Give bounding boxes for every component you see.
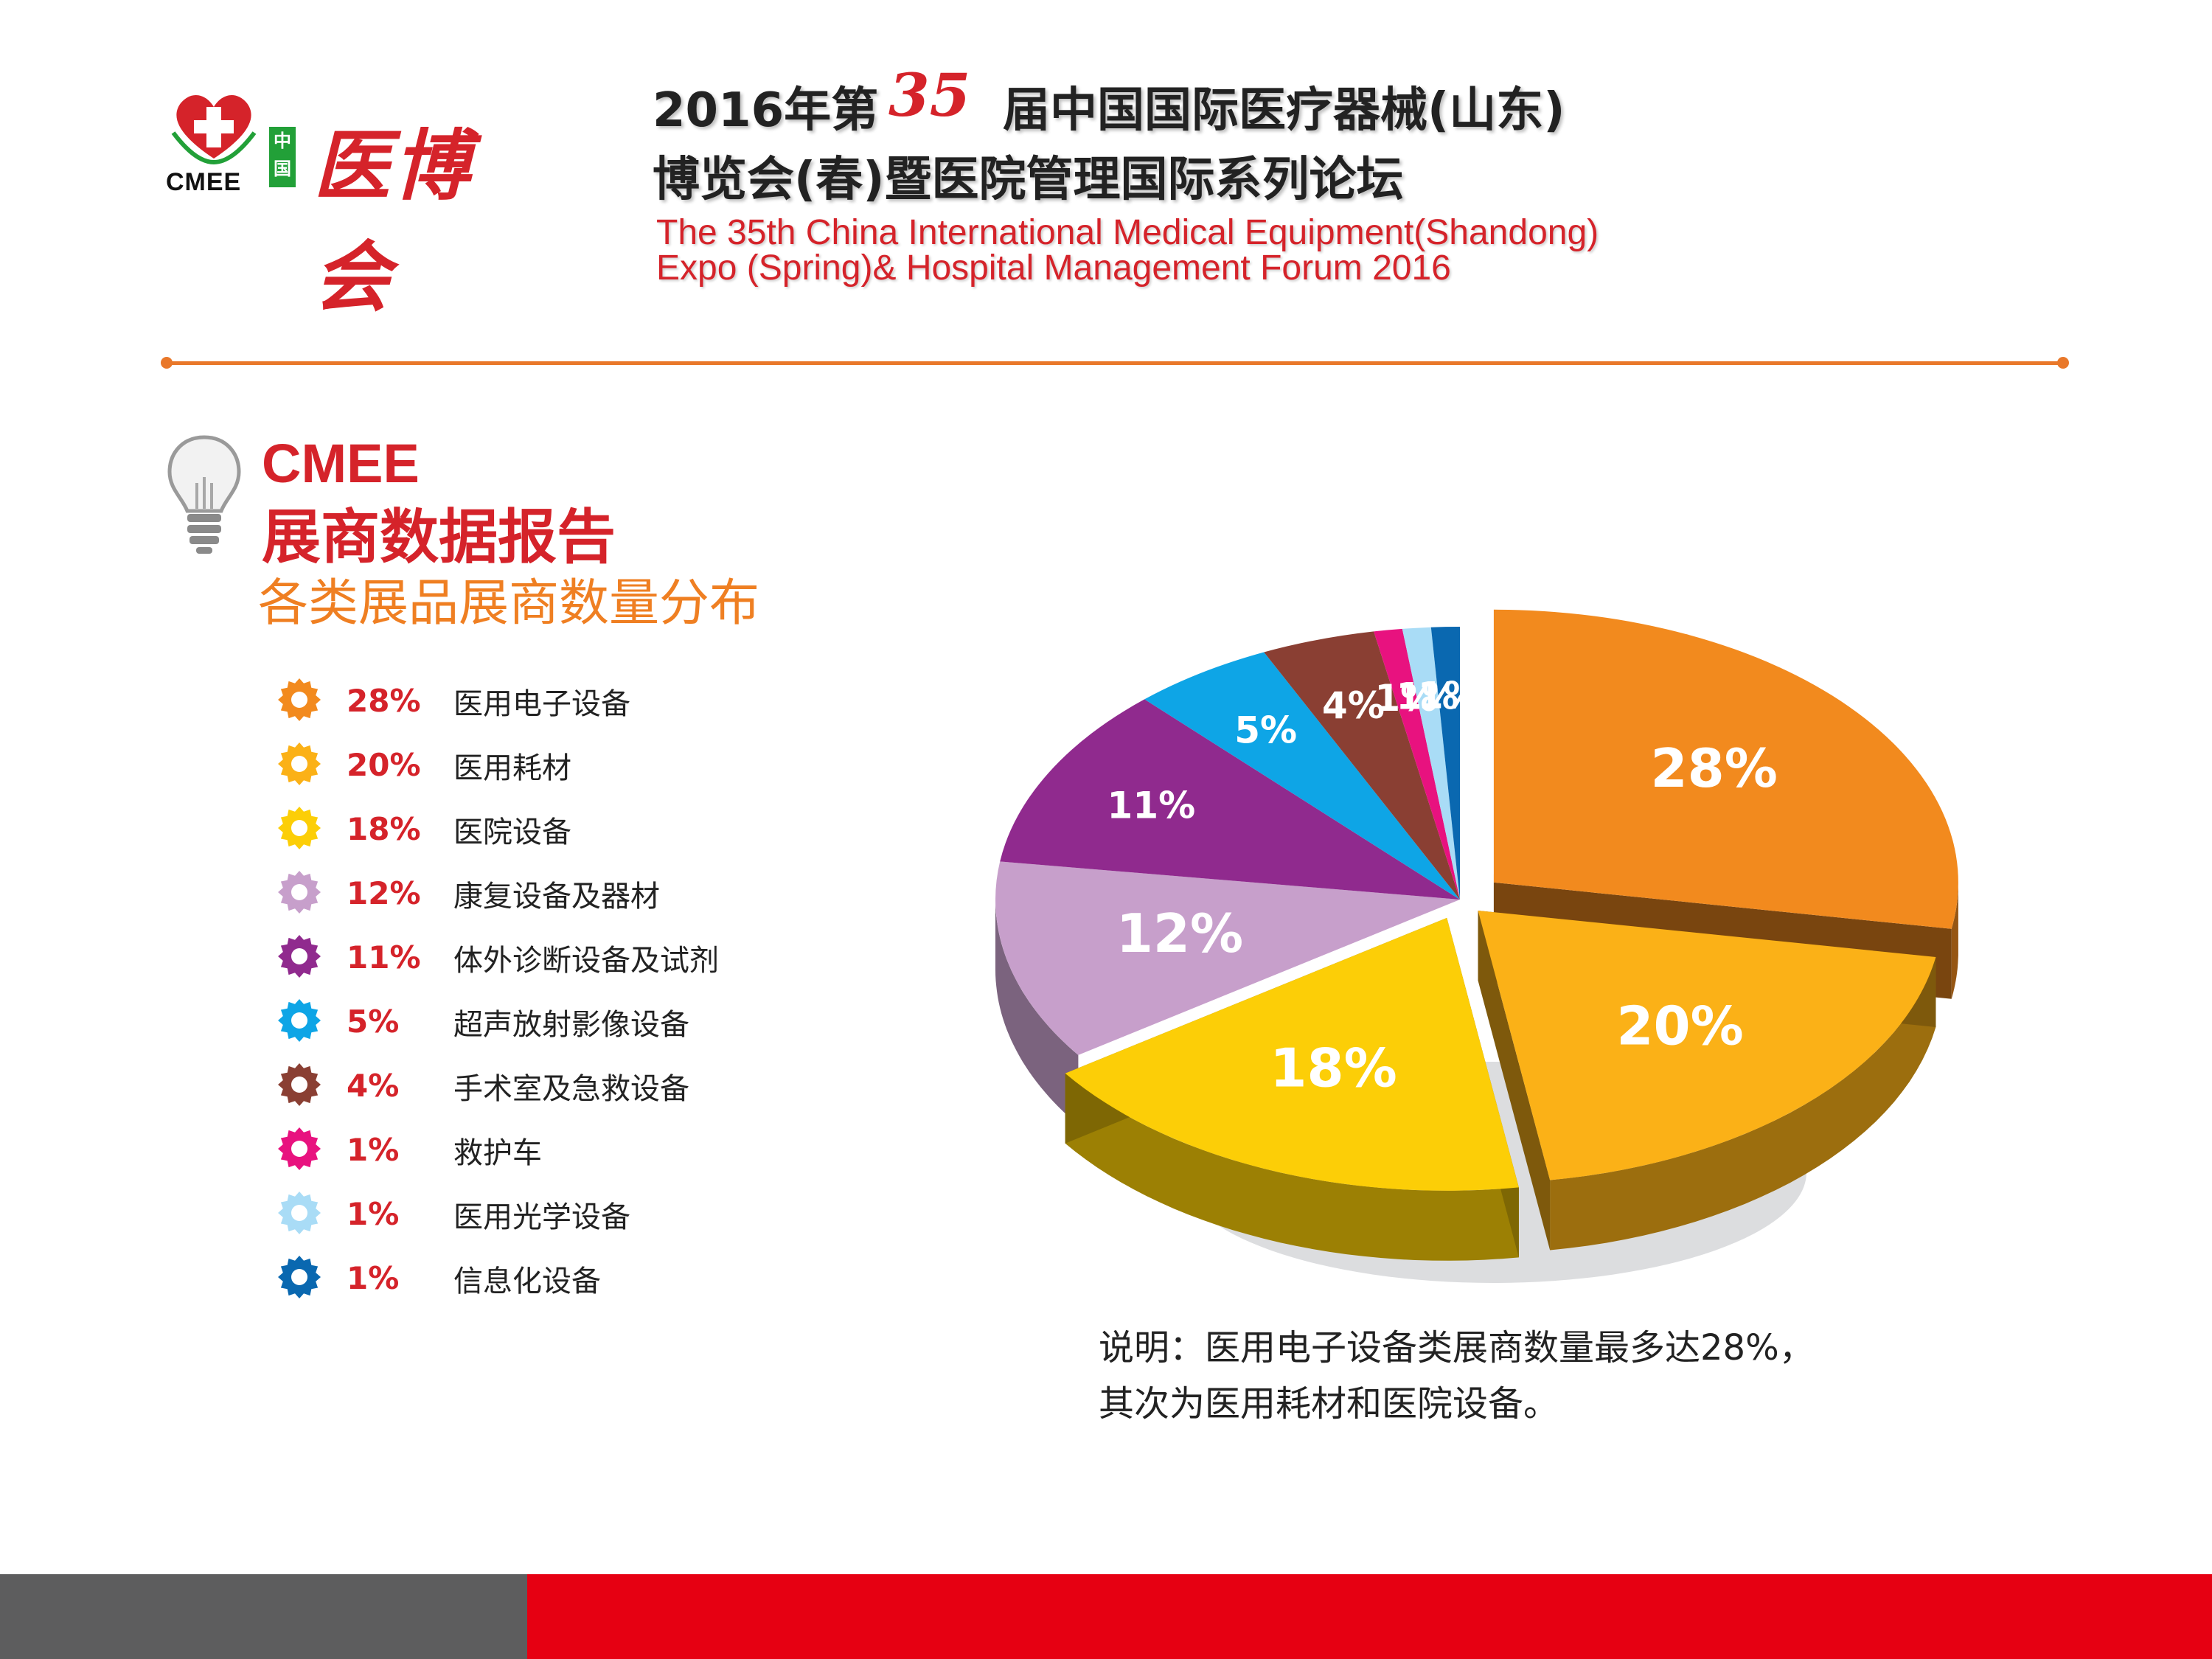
legend-value: 1%: [347, 1196, 400, 1232]
legend-item: 18% 医院设备: [276, 801, 793, 852]
section-brand: CMEE: [262, 433, 420, 494]
legend-label: 医用耗材: [453, 751, 571, 785]
english-title-line2: Expo (Spring)& Hospital Management Forum…: [656, 248, 1451, 288]
pie-slice-label: 28%: [1651, 737, 1778, 799]
legend-label: 超声放射影像设备: [453, 1008, 689, 1042]
legend-label: 救护车: [453, 1136, 542, 1170]
chart-note-line2: 其次为医用耗材和医院设备。: [1099, 1383, 1559, 1425]
legend-label: 医用光学设备: [453, 1200, 630, 1234]
cmee-logo: CMEE 中国 医博会: [159, 88, 542, 322]
gear-icon: [278, 1063, 321, 1106]
divider-dot-left: [161, 357, 173, 369]
pie-slice-side: [1550, 957, 1936, 1251]
footer-bar-gray: [0, 1574, 527, 1659]
legend-label: 手术室及急救设备: [453, 1072, 689, 1106]
title-prefix: 2016年第: [653, 83, 879, 138]
legend-value: 12%: [347, 875, 421, 911]
gear-icon: [278, 871, 321, 914]
header-divider: [165, 361, 2064, 365]
divider-dot-right: [2057, 357, 2069, 369]
pie-slice-label: 1%: [1418, 675, 1481, 717]
pie-slice-label: 1%: [1374, 677, 1437, 720]
title-line2: 博览会(春)暨医院管理国际系列论坛: [653, 153, 1404, 207]
legend-item: 12% 康复设备及器材: [276, 865, 793, 917]
legend-item: 11% 体外诊断设备及试剂: [276, 929, 793, 981]
legend-item: 5% 超声放射影像设备: [276, 993, 793, 1045]
gear-icon: [278, 999, 321, 1042]
pie-slice: [1478, 910, 1936, 1180]
legend-item: 4% 手术室及急救设备: [276, 1057, 793, 1109]
pie-slice: [1374, 628, 1460, 900]
gear-icon: [278, 1256, 321, 1298]
gear-icon: [278, 1127, 321, 1170]
legend-item: 28% 医用电子设备: [276, 672, 793, 724]
pie-slice: [1144, 652, 1460, 900]
pie-slice-cut: [1478, 910, 1551, 1251]
logo-china-tag: 中国: [269, 127, 296, 187]
legend-item: 1% 信息化设备: [276, 1250, 793, 1301]
legend-item: 1% 医用光学设备: [276, 1186, 793, 1237]
gear-icon: [278, 742, 321, 785]
gear-icon: [278, 935, 321, 978]
chart-title: 各类展品展商数量分布: [258, 574, 760, 633]
pie-slice: [1000, 699, 1460, 900]
gear-icon: [278, 807, 321, 849]
pie-slice-side: [995, 900, 1079, 1125]
legend-value: 5%: [347, 1004, 400, 1040]
pie-slice: [1264, 631, 1460, 900]
pie-slice: [1402, 627, 1460, 900]
pie-slice-label: 18%: [1270, 1037, 1397, 1099]
legend-item: 20% 医用耗材: [276, 737, 793, 788]
section-title: 展商数据报告: [262, 502, 616, 571]
legend-value: 28%: [347, 683, 421, 719]
legend-label: 医用电子设备: [453, 687, 630, 721]
logo-name: 医博会: [313, 120, 473, 322]
logo-abbr: CMEE: [166, 168, 242, 196]
pie-slice-label: 1%: [1397, 675, 1459, 718]
legend-label: 体外诊断设备及试剂: [453, 944, 719, 978]
lightbulb-icon: [167, 435, 241, 554]
legend-value: 1%: [347, 1132, 400, 1168]
gear-icon: [278, 678, 321, 721]
legend-label: 康复设备及器材: [453, 880, 660, 914]
legend-label: 信息化设备: [453, 1265, 601, 1298]
pie-slice-label: 11%: [1107, 784, 1196, 827]
pie-slice: [1065, 917, 1519, 1191]
gear-icon: [278, 1192, 321, 1234]
legend-value: 11%: [347, 939, 421, 975]
pie-slice: [1430, 626, 1460, 900]
legend-value: 4%: [347, 1068, 400, 1104]
english-title-line1: The 35th China International Medical Equ…: [656, 213, 1599, 252]
legend-value: 20%: [347, 747, 421, 783]
title-suffix: 届中国国际医疗器械(山东): [1003, 83, 1565, 138]
edition-badge: 35: [888, 60, 971, 130]
pie-slice-label: 5%: [1234, 709, 1297, 752]
pie-slice-label: 20%: [1616, 995, 1743, 1057]
red-cross-heart-icon: [171, 95, 257, 165]
pie-slice: [995, 861, 1460, 1055]
pie-slice-label: 4%: [1322, 684, 1385, 727]
legend-value: 18%: [347, 811, 421, 847]
pie-slice-side: [1951, 882, 1958, 999]
pie-slice-label: 12%: [1116, 902, 1243, 964]
footer-bar-red: [527, 1574, 2212, 1659]
chart-note-line1: 说明：医用电子设备类展商数量最多达28%，: [1099, 1327, 1815, 1368]
pie-chart: 28%20%18%12%11%5%4%1%1%1%: [995, 609, 1958, 1283]
legend-item: 1% 救护车: [276, 1121, 793, 1173]
legend-label: 医院设备: [453, 815, 571, 849]
legend-value: 1%: [347, 1260, 400, 1296]
pie-slice-side: [1065, 1073, 1519, 1261]
pie-slice: [1493, 609, 1958, 929]
